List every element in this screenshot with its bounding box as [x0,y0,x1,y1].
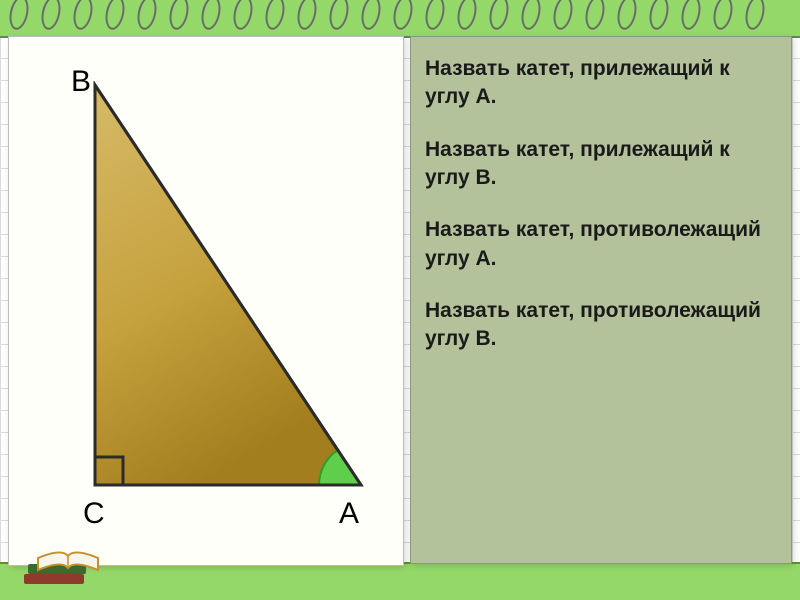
question-panel: Назвать катет, прилежащий к углу А. Назв… [410,36,792,564]
triangle-diagram [71,81,381,521]
spiral-coils [0,0,800,38]
question-1: Назвать катет, прилежащий к углу А. [425,55,777,112]
spiral-binding [0,0,800,38]
books-icon [18,534,108,594]
slide-canvas: В С А Назвать катет, прилежащий к углу А… [0,0,800,600]
question-2: Назвать катет, прилежащий к углу В. [425,136,777,193]
vertex-label-c: С [83,497,105,531]
figure-panel: В С А [8,36,404,566]
question-4: Назвать катет, противолежащий углу В. [425,297,777,354]
vertex-label-a: А [339,497,359,531]
vertex-label-b: В [71,65,91,99]
question-3: Назвать катет, противолежащий углу А. [425,216,777,273]
bottom-band [0,562,800,600]
